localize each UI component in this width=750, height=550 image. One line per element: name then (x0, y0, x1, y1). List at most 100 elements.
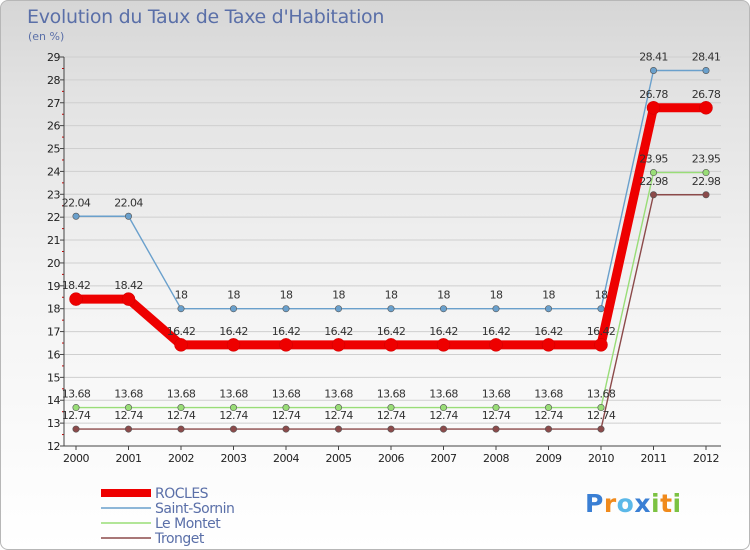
series-line-saint-sornin (75, 69, 707, 310)
data-point (384, 338, 398, 352)
y-tick-label: 13 (47, 417, 60, 430)
x-tick-label: 2000 (63, 452, 89, 465)
data-point (439, 404, 447, 412)
y-tick-label: 19 (47, 280, 60, 293)
data-label: 13.68 (167, 388, 196, 401)
logo-letter: o (616, 489, 635, 518)
y-tick-label: 14 (47, 394, 60, 407)
data-point (436, 338, 451, 352)
data-point (230, 305, 238, 313)
data-point (544, 404, 552, 412)
data-point (121, 292, 136, 306)
y-tick-label: 25 (47, 143, 60, 156)
data-label: 16.42 (167, 325, 196, 338)
y-tick-label: 17 (47, 326, 60, 339)
data-label: 12.74 (377, 409, 406, 422)
data-label: 12.74 (534, 409, 563, 422)
data-point (387, 404, 395, 412)
y-tick-label: 15 (47, 371, 60, 384)
y-tick-label: 24 (47, 165, 60, 178)
data-label: 22.04 (62, 196, 91, 209)
data-label: 23.95 (639, 153, 668, 166)
x-tick-label: 2007 (431, 452, 457, 465)
data-label: 16.42 (272, 325, 301, 338)
x-tick-label: 2004 (273, 452, 299, 465)
data-label: 13.68 (587, 388, 616, 401)
y-tick-label: 27 (47, 97, 60, 110)
logo-letter: i (672, 489, 682, 518)
data-label: 16.42 (377, 325, 406, 338)
y-tick-label: 21 (47, 234, 60, 247)
data-label: 16.42 (429, 325, 458, 338)
x-tick-label: 2003 (221, 452, 247, 465)
data-point (125, 425, 133, 433)
data-label: 18 (385, 289, 398, 302)
data-point (72, 404, 80, 412)
data-label: 18 (175, 289, 188, 302)
y-tick-label: 28 (47, 74, 60, 87)
data-label: 18 (595, 289, 608, 302)
data-point (649, 67, 657, 75)
data-label: 16.42 (324, 325, 353, 338)
chart-title: Evolution du Taux de Taxe d'Habitation (27, 6, 385, 28)
data-label: 12.74 (167, 409, 196, 422)
data-point (597, 425, 605, 433)
data-label: 18 (542, 289, 555, 302)
y-tick-label: 12 (47, 440, 60, 453)
data-label: 28.41 (639, 51, 668, 64)
legend-label: Saint-Sornin (155, 501, 234, 517)
data-label: 23.95 (692, 153, 721, 166)
data-label: 16.42 (587, 325, 616, 338)
data-label: 12.74 (482, 409, 511, 422)
data-point (230, 425, 238, 433)
data-label: 18 (227, 289, 240, 302)
data-point (492, 305, 500, 313)
data-point (646, 101, 661, 115)
data-label: 22.04 (114, 196, 143, 209)
x-tick-label: 2001 (116, 452, 142, 465)
data-point (702, 191, 710, 199)
data-point (125, 404, 133, 412)
data-label: 16.42 (482, 325, 511, 338)
y-tick-label: 16 (47, 348, 60, 361)
x-tick-label: 2011 (641, 452, 667, 465)
data-point (489, 338, 503, 352)
y-unit-label: (en %) (28, 30, 65, 43)
data-point (72, 425, 80, 433)
data-point (387, 305, 395, 313)
x-tick-label: 2009 (536, 452, 562, 465)
data-point (282, 425, 290, 433)
data-point (387, 425, 395, 433)
data-point (177, 404, 185, 412)
data-point (226, 338, 241, 352)
data-point (279, 338, 293, 352)
data-label: 13.68 (534, 388, 563, 401)
proxiti-logo: Proxiti (585, 489, 682, 518)
y-tick-label: 22 (47, 211, 60, 224)
data-label: 28.41 (692, 51, 721, 64)
data-point (492, 404, 500, 412)
data-point (492, 425, 500, 433)
data-point (174, 338, 188, 352)
data-label: 18 (280, 289, 293, 302)
data-label: 26.78 (639, 88, 668, 101)
y-tick-label: 20 (47, 257, 60, 270)
legend-label: Le Montet (155, 516, 221, 532)
data-label: 18.42 (62, 279, 91, 292)
data-point (334, 305, 342, 313)
data-label: 22.98 (639, 175, 668, 188)
data-label: 12.74 (429, 409, 458, 422)
y-tick-label: 23 (47, 188, 60, 201)
data-point (594, 338, 608, 352)
data-point (177, 305, 185, 313)
x-tick-label: 2012 (693, 452, 719, 465)
data-point (439, 305, 447, 313)
data-point (649, 169, 657, 177)
logo-letter: P (585, 489, 604, 518)
data-point (69, 292, 83, 306)
x-tick-label: 2005 (326, 452, 352, 465)
legend-label: ROCLES (155, 486, 209, 502)
data-point (702, 67, 710, 75)
data-label: 12.74 (272, 409, 301, 422)
